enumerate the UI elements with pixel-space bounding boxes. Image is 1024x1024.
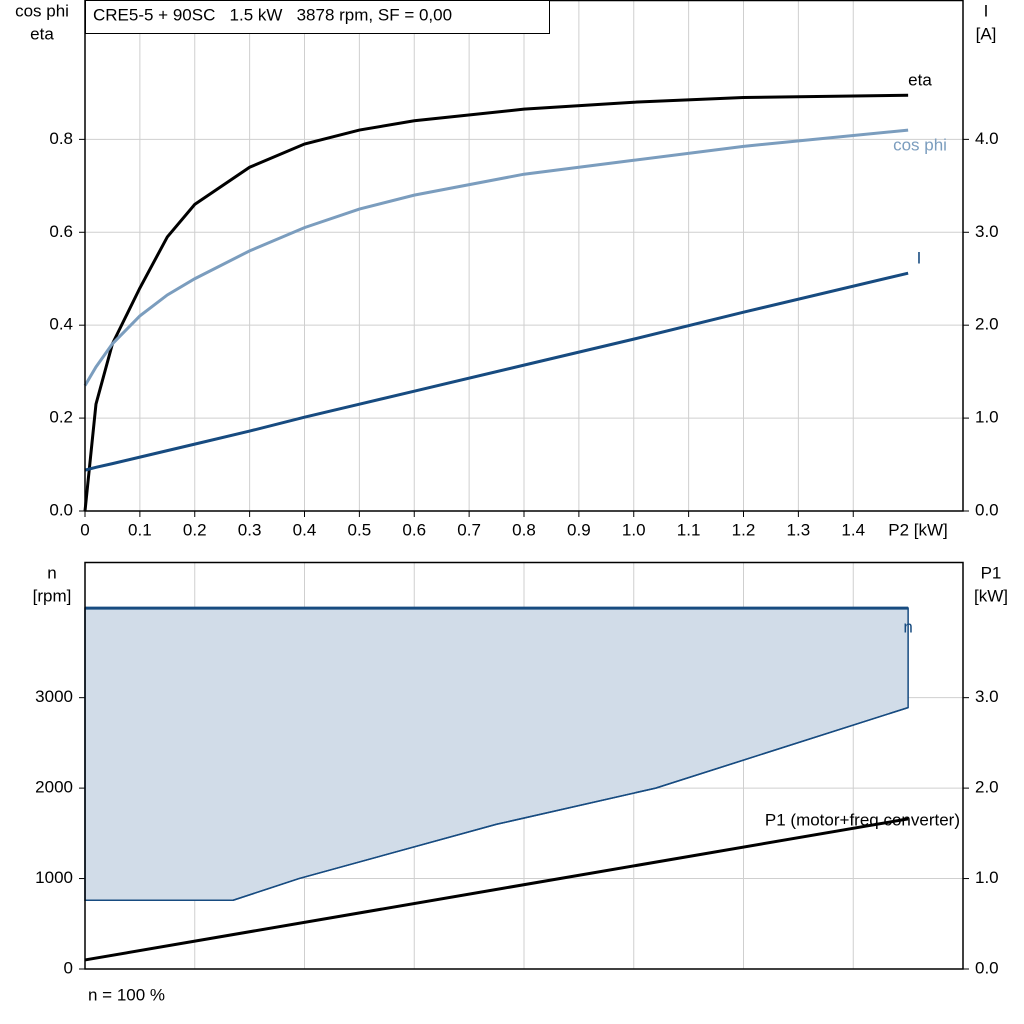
y-axis-label: [rpm] xyxy=(33,586,72,605)
x-tick-label: 1.4 xyxy=(841,520,865,539)
series-label: eta xyxy=(908,71,932,90)
y-tick-label: 0.8 xyxy=(49,129,73,148)
x-tick-label: 0.4 xyxy=(293,520,317,539)
y2-tick-label: 0.0 xyxy=(975,958,999,977)
y-tick-label: 0.2 xyxy=(49,408,73,427)
y2-axis-label: [kW] xyxy=(974,586,1008,605)
x-tick-label: 1.2 xyxy=(732,520,756,539)
y-tick-label: 0 xyxy=(64,958,73,977)
x-tick-label: 0.3 xyxy=(238,520,262,539)
y2-tick-label: 0.0 xyxy=(975,500,999,519)
y-tick-label: 0.0 xyxy=(49,500,73,519)
note: n = 100 % xyxy=(88,985,165,1004)
y2-tick-label: 1.0 xyxy=(975,408,999,427)
x-tick-label: 0 xyxy=(80,520,89,539)
x-tick-label: 0.6 xyxy=(402,520,426,539)
x-tick-label: 1.3 xyxy=(787,520,811,539)
x-axis-label: P2 [kW] xyxy=(888,520,948,539)
y2-axis-label: P1 xyxy=(981,563,1002,582)
y-tick-label: 2000 xyxy=(35,778,73,797)
series-label: I xyxy=(917,249,922,268)
chart-title: CRE5-5 + 90SC 1.5 kW 3878 rpm, SF = 0,00 xyxy=(93,5,452,24)
y-tick-label: 0.6 xyxy=(49,222,73,241)
line-series xyxy=(83,128,909,387)
line-series xyxy=(84,817,909,962)
x-tick-label: 0.8 xyxy=(512,520,536,539)
y2-tick-label: 4.0 xyxy=(975,129,999,148)
x-tick-label: 1.1 xyxy=(677,520,701,539)
series-label: cos phi xyxy=(893,136,947,155)
y2-tick-label: 3.0 xyxy=(975,222,999,241)
y2-axis-label: I xyxy=(984,1,989,20)
y2-tick-label: 2.0 xyxy=(975,315,999,334)
y-tick-label: 0.4 xyxy=(49,315,73,334)
title-box xyxy=(85,0,550,34)
y-tick-label: 3000 xyxy=(35,687,73,706)
y-axis-label: n xyxy=(47,563,56,582)
plot-frame xyxy=(84,561,964,970)
y-axis-label: cos phi xyxy=(15,1,69,20)
x-tick-label: 1.0 xyxy=(622,520,646,539)
x-tick-label: 0.1 xyxy=(128,520,152,539)
x-tick-label: 0.2 xyxy=(183,520,207,539)
x-tick-label: 0.9 xyxy=(567,520,591,539)
y2-axis-label: [A] xyxy=(976,24,997,43)
y-tick-label: 1000 xyxy=(35,868,73,887)
series-label: P1 (motor+freq converter) xyxy=(765,810,960,829)
x-tick-label: 0.5 xyxy=(348,520,372,539)
x-tick-label: 0.7 xyxy=(457,520,481,539)
y-axis-label: eta xyxy=(30,24,54,43)
line-series xyxy=(84,271,909,472)
y2-tick-label: 2.0 xyxy=(975,778,999,797)
line-series xyxy=(83,93,909,512)
lower-line xyxy=(85,706,909,902)
y2-tick-label: 1.0 xyxy=(975,868,999,887)
y2-tick-label: 3.0 xyxy=(975,687,999,706)
series-label: n xyxy=(903,618,912,637)
